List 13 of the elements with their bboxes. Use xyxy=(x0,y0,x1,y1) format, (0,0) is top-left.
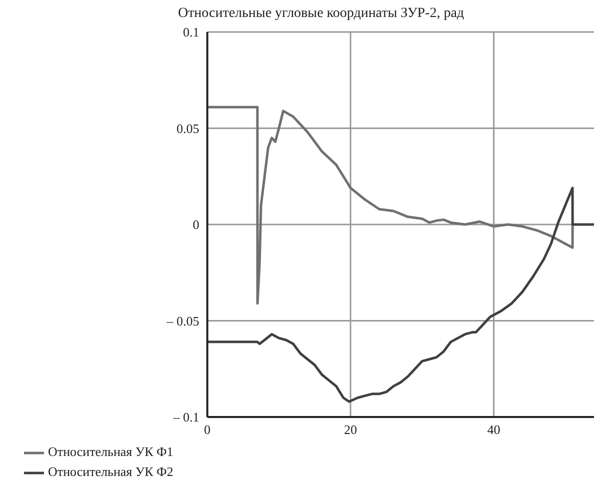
line-series xyxy=(207,186,594,403)
y-tick-label: 0.05 xyxy=(176,120,200,136)
y-tick-label: 0.1 xyxy=(183,24,200,40)
y-tick-label: 0 xyxy=(192,217,200,232)
y-tick-label: – 0.05 xyxy=(166,313,200,328)
y-tick-label: – 0.1 xyxy=(172,410,200,425)
x-tick-label: 20 xyxy=(344,422,358,438)
chart-title: Относительные угловые координаты ЗУР-2, рад xyxy=(176,6,466,22)
x-tick-label: 40 xyxy=(487,422,500,438)
x-tick-label: 0 xyxy=(204,422,211,438)
line-series xyxy=(207,106,574,305)
legend-label: Относительная УК Ф1 xyxy=(48,444,174,459)
legend-label: Относительная УК Ф2 xyxy=(48,464,174,479)
